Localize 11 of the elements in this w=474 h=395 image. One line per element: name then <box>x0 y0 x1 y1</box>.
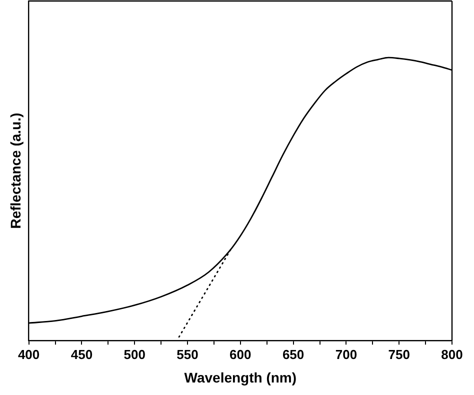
x-tick-label: 650 <box>282 346 304 362</box>
x-tick-label: 700 <box>335 346 358 362</box>
x-tick-label: 400 <box>18 346 40 362</box>
x-tick-label: 800 <box>441 346 463 362</box>
y-axis-title: Reflectance (a.u.) <box>7 112 24 229</box>
x-tick-label: 450 <box>70 346 93 362</box>
x-tick-label: 500 <box>124 346 146 362</box>
x-tick-label: 550 <box>176 346 198 362</box>
x-axis-title: Wavelength (nm) <box>184 369 297 386</box>
x-tick-label: 750 <box>388 346 410 362</box>
x-tick-label: 600 <box>230 346 252 362</box>
